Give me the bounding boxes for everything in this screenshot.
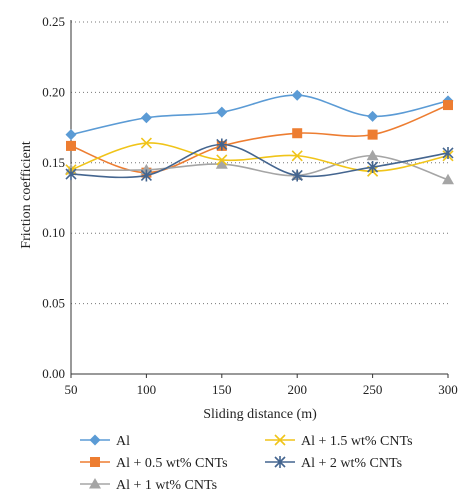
legend-marker [89,434,101,446]
legend-marker [274,456,286,468]
x-tick-label: 100 [137,382,157,397]
x-tick-label: 50 [65,382,78,397]
data-point [140,112,152,124]
legend-label: Al + 1 wt% CNTs [116,478,217,493]
series-line [70,104,449,174]
x-axis-title: Sliding distance (m) [203,407,317,422]
legend-marker [274,434,286,446]
series-line [70,143,449,179]
legend-item: Al + 2 wt% CNTs [265,456,402,471]
gridlines [71,21,448,305]
data-point [366,149,379,161]
legend-label: Al + 1.5 wt% CNTs [301,434,413,449]
data-point [442,173,454,185]
data-point [216,154,228,166]
legend-marker [89,478,101,489]
series-1 [65,89,454,141]
data-point [140,169,152,182]
x-tick-label: 200 [287,382,307,397]
x-tick-label: 300 [438,382,458,397]
data-point [291,169,303,182]
data-point [65,168,77,181]
data-point [367,161,379,174]
data-point [291,150,303,162]
legend: Al Al + 0.5 wt% CNTs Al + 1 wt% CNTs Al + 1… [80,434,413,493]
y-tick-label: 0.05 [42,296,65,311]
series-3 [65,149,454,185]
data-point [140,137,152,149]
data-point [292,128,303,139]
series-layer [65,89,454,185]
y-tick-label: 0.10 [42,225,65,240]
legend-item: Al + 1.5 wt% CNTs [265,434,413,449]
legend-item: Al + 1 wt% CNTs [80,478,217,493]
y-tick-label: 0.20 [42,84,65,99]
y-tick-labels: 0.00 0.05 0.10 0.15 0.20 0.25 [42,14,65,381]
data-point [367,129,378,140]
data-point [216,138,228,151]
data-point [215,158,228,169]
data-point [291,89,303,101]
x-tick-labels: 50 100 150 200 250 300 [65,382,458,397]
series-2 [66,100,453,178]
data-point [216,106,228,118]
y-tick-label: 0.15 [42,155,65,170]
legend-label: Al + 2 wt% CNTs [301,456,402,471]
series-line [70,142,449,173]
series-5 [65,138,454,182]
axes [70,20,449,378]
data-point [367,110,379,122]
data-point [443,100,453,111]
series-line [70,154,449,181]
y-axis-title: Friction coefficient [19,141,34,249]
legend-item: Al + 0.5 wt% CNTs [80,456,228,471]
data-point [65,129,77,141]
legend-label: Al [116,434,130,449]
legend-item: Al [80,434,130,449]
series-line [70,94,449,136]
y-tick-label: 0.00 [42,366,65,381]
x-tick-label: 150 [212,382,232,397]
legend-marker [90,457,100,467]
x-tick-label: 250 [363,382,383,397]
legend-label: Al + 0.5 wt% CNTs [116,456,228,471]
y-tick-label: 0.25 [42,14,65,29]
data-point [66,140,76,151]
data-point [442,146,454,159]
